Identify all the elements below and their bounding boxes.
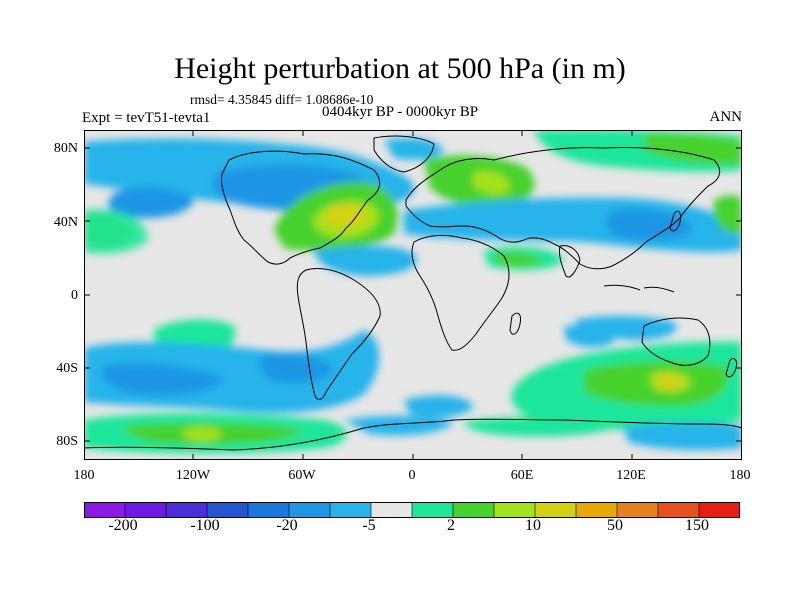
contour-region <box>259 352 334 384</box>
colorbar-cell <box>452 502 495 518</box>
colorbar-label: 2 <box>447 517 455 534</box>
colorbar-cell <box>206 502 249 518</box>
colorbar-label: 50 <box>607 517 623 534</box>
contour-region <box>464 416 624 437</box>
coastline-madagascar <box>509 312 521 335</box>
contour-region <box>344 415 454 436</box>
colorbar-cell <box>329 502 372 518</box>
colorbar-cell <box>493 502 536 518</box>
contour-region <box>384 138 444 160</box>
colorbar-cell <box>84 502 126 518</box>
contour-region <box>494 252 544 267</box>
x-tick-180e: 180 <box>729 468 751 483</box>
x-tick-120e: 120E <box>616 468 646 483</box>
season-label: ANN <box>709 109 743 125</box>
height-perturbation-map <box>84 130 742 460</box>
coastline-indonesia <box>603 284 675 293</box>
coastline-south-america <box>296 267 381 400</box>
colorbar-label: 10 <box>525 517 541 534</box>
axis-ticks <box>84 130 742 460</box>
coastline-eurasia <box>405 147 721 270</box>
contour-region <box>404 395 474 418</box>
contour-region <box>182 427 222 441</box>
colorbar-frame <box>84 502 740 518</box>
y-tick-80s: 80S <box>56 434 78 449</box>
colorbar-cell <box>288 502 331 518</box>
colorbar-label: -5 <box>362 517 376 534</box>
colorbar-label: -20 <box>276 517 298 534</box>
colorbar-cell <box>534 502 577 518</box>
coastline-africa <box>411 234 510 351</box>
x-tick-60w: 60W <box>288 468 316 483</box>
colorbar-cell <box>698 502 740 518</box>
x-tick-120w: 120W <box>175 468 211 483</box>
colorbar-label: 150 <box>685 517 709 534</box>
experiment-label: Expt = tevT51-tevta1 <box>82 110 211 126</box>
contour-region <box>656 374 684 390</box>
coastline-australia <box>641 317 711 366</box>
colorbar-cell <box>616 502 659 518</box>
colorbar-cell <box>657 502 700 518</box>
coastline-greenland <box>373 135 435 173</box>
x-tick-180w: 180 <box>73 468 95 483</box>
contour-region <box>472 170 511 195</box>
contour-region <box>314 246 417 276</box>
contour-region <box>564 325 614 348</box>
contour-region <box>606 208 694 241</box>
page-title: Height perturbation at 500 hPa (in m) <box>174 52 626 85</box>
colorbar-cell <box>411 502 454 518</box>
colorbar-cell <box>370 502 413 518</box>
period-label: 0404kyr BP - 0000kyr BP <box>322 104 479 120</box>
colorbar <box>84 502 740 518</box>
x-tick-0: 0 <box>408 468 416 483</box>
colorbar-cell <box>247 502 290 518</box>
y-tick-0: 0 <box>71 288 78 303</box>
y-tick-40s: 40S <box>56 361 78 376</box>
contour-region <box>644 133 742 165</box>
contour-region <box>324 204 368 228</box>
x-tick-60e: 60E <box>510 468 534 483</box>
contour-region <box>84 209 148 254</box>
contour-region <box>102 363 224 396</box>
coastline-new-zealand <box>725 357 737 378</box>
colorbar-label: -100 <box>190 517 220 534</box>
coastline-north-america <box>221 150 381 265</box>
y-tick-80n: 80N <box>53 141 78 156</box>
colorbar-cell <box>575 502 618 518</box>
y-tick-40n: 40N <box>53 215 78 230</box>
coastlines <box>84 135 742 451</box>
contour-region <box>624 422 742 450</box>
colorbar-cell <box>124 502 167 518</box>
colorbar-label: -200 <box>108 517 138 534</box>
contour-region <box>108 187 194 218</box>
contour-region <box>714 195 742 235</box>
colorbar-cell <box>165 502 208 518</box>
coastline-india <box>559 245 581 278</box>
coastline-antarctica <box>84 418 742 451</box>
stats-line: rmsd= 4.35845 diff= 1.08686e-10 <box>190 92 374 107</box>
coastline-japan <box>669 210 681 232</box>
